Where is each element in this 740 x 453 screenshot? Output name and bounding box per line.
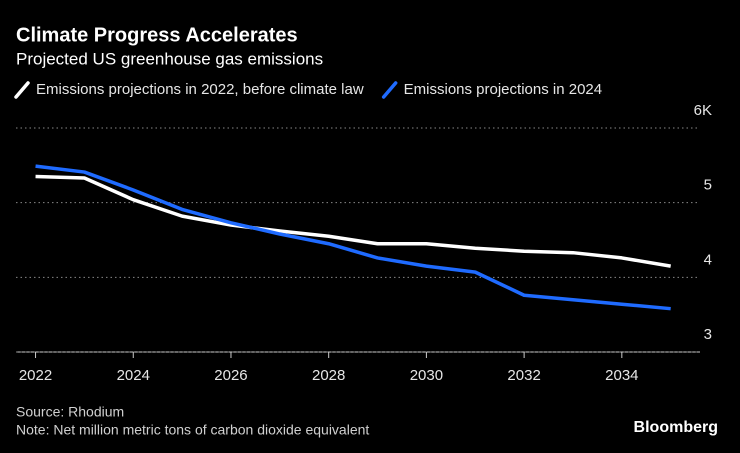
note: Note: Net million metric tons of carbon … (16, 422, 369, 438)
chart-subtitle: Projected US greenhouse gas emissions (16, 49, 323, 68)
legend-swatch (381, 81, 398, 99)
y-tick-label: 4 (704, 251, 712, 268)
x-tick-label: 2022 (19, 367, 52, 384)
chart-title: Climate Progress Accelerates (16, 24, 298, 46)
source: Source: Rhodium (16, 404, 124, 420)
y-tick-label: 3 (704, 326, 712, 343)
x-tick-label: 2032 (507, 367, 540, 384)
y-tick-label: 6K (694, 102, 712, 119)
series-line (35, 174, 671, 268)
legend-label: Emissions projections in 2022, before cl… (36, 81, 364, 98)
x-tick-label: 2030 (410, 367, 443, 384)
y-tick-label: 5 (704, 177, 712, 194)
legend-label: Emissions projections in 2024 (404, 81, 602, 98)
x-tick-label: 2026 (214, 367, 247, 384)
x-tick-label: 2024 (117, 367, 150, 384)
legend-swatch (14, 81, 30, 99)
series-line (35, 164, 671, 311)
x-tick-label: 2028 (312, 367, 345, 384)
x-tick-label: 2034 (605, 367, 638, 384)
brand: Bloomberg (634, 419, 718, 436)
